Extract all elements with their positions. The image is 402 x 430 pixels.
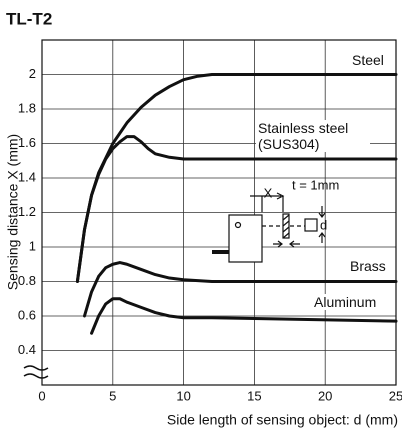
- x-tick-label: 0: [38, 388, 45, 403]
- x-tick-label: 15: [247, 388, 261, 403]
- sensor-body: [228, 214, 263, 263]
- chart-title: TL-T2: [6, 9, 52, 28]
- inset-diagram: [212, 192, 326, 263]
- target-square: [304, 218, 318, 232]
- y-tick-label: 1.4: [18, 169, 36, 184]
- thickness-arrows: [273, 240, 300, 248]
- x-tick-label: 10: [176, 388, 190, 403]
- y-tick-label: 1.6: [18, 135, 36, 150]
- y-axis-label: Sensing distance X (mm): [5, 134, 21, 290]
- sensor-led: [234, 221, 242, 229]
- annotation: t = 1mm: [292, 177, 339, 192]
- y-tick-label: 0.4: [18, 342, 36, 357]
- y-tick-label: 2: [29, 66, 36, 81]
- plot-frame: [41, 39, 397, 386]
- series-line: [82, 261, 398, 318]
- y-tick-label: 0.8: [18, 273, 36, 288]
- series-line: [75, 135, 398, 283]
- series-label: Aluminum: [312, 294, 379, 310]
- y-tick-label: 1.8: [18, 100, 36, 115]
- y-tick-label: 1: [29, 238, 36, 253]
- series-label: Steel: [350, 52, 386, 68]
- y-tick-label: 1.2: [18, 204, 36, 219]
- annotation: X: [264, 185, 273, 200]
- x-tick-label: 25: [389, 388, 402, 403]
- axis-break: [23, 365, 49, 379]
- x-axis-label: Side length of sensing object: d (mm): [167, 412, 398, 428]
- series-label: Brass: [348, 258, 388, 274]
- y-tick-label: 0.6: [18, 307, 36, 322]
- side-arrows: [318, 206, 326, 243]
- dim-arrow: [250, 192, 285, 200]
- annotation: d: [320, 217, 327, 232]
- x-tick-label: 5: [109, 388, 116, 403]
- series-line: [90, 297, 398, 335]
- plate-hatch: [282, 214, 290, 239]
- series-label: Stainless steel (SUS304): [256, 120, 370, 152]
- x-tick-label: 20: [318, 388, 332, 403]
